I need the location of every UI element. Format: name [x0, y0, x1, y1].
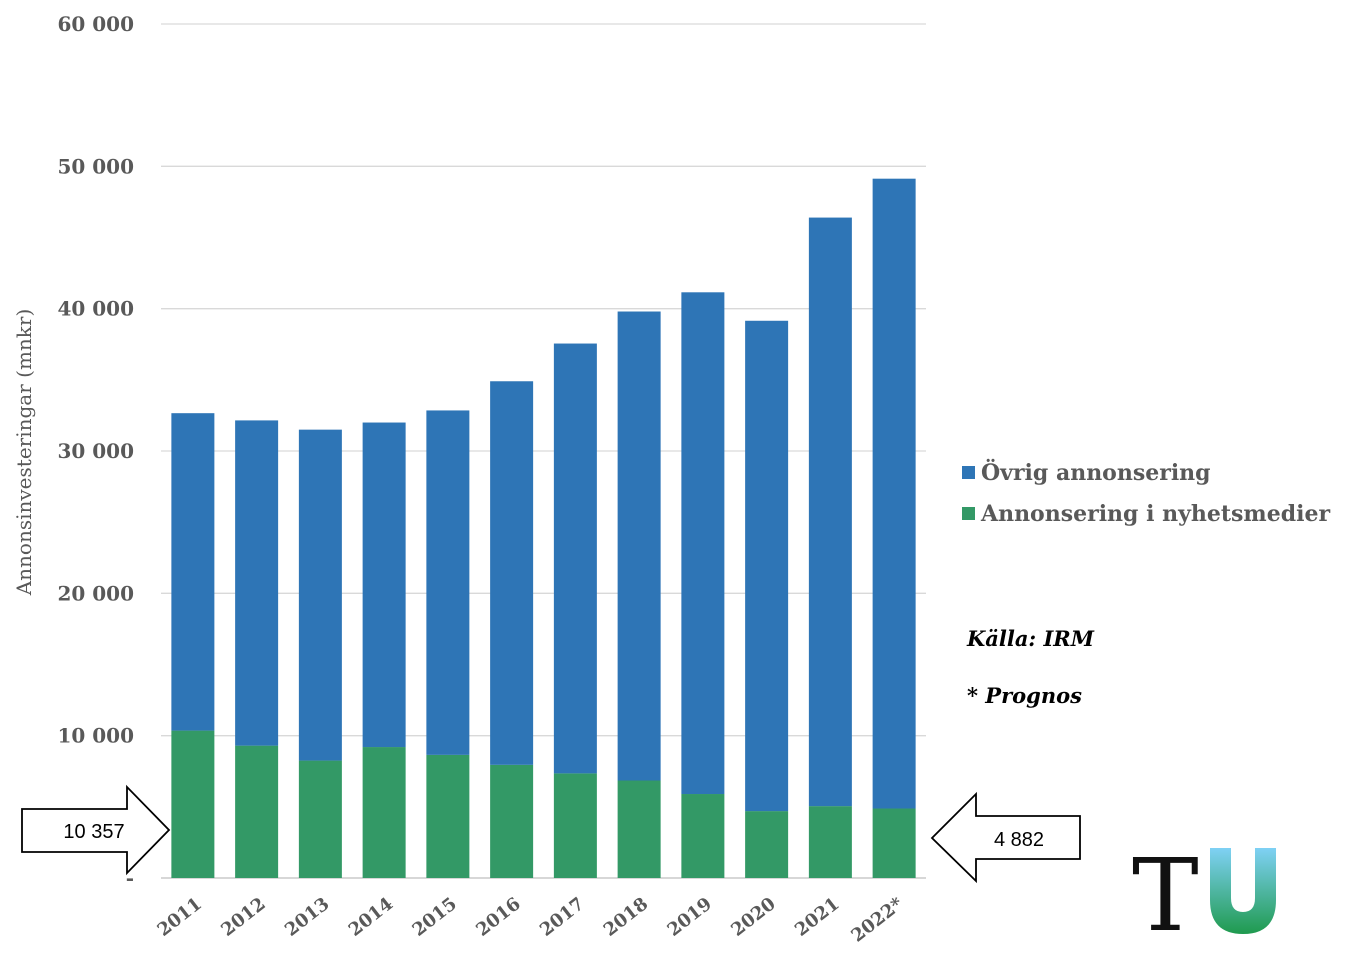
x-tick-label: 2018 [600, 893, 652, 940]
y-tick-label: 10 000 [57, 724, 134, 748]
bar-ovrig-2021 [808, 217, 852, 807]
bar-ovrig-2016 [490, 381, 534, 765]
legend-swatch-blue [962, 466, 975, 479]
tu-logo: T [1132, 846, 1276, 936]
forecast-note: * Prognos [967, 683, 1082, 708]
x-tick-labels: 2011 2012 2013 2014 2015 2016 2017 2018 2019 2020… [154, 893, 908, 947]
bar-nyhetsmedier-2022 [872, 808, 916, 878]
source-note: Källa: IRM [967, 626, 1095, 651]
logo-letter-u [1210, 848, 1276, 934]
y-tick-label: 40 000 [57, 297, 134, 321]
logo-letter-t: T [1132, 846, 1199, 936]
x-tick-label: 2021 [791, 893, 843, 940]
legend: Övrig annonsering Annonsering i nyhetsme… [962, 452, 1330, 534]
y-axis-label: Annonsinvesteringar (mnkr) [12, 309, 36, 597]
x-tick-label: 2013 [281, 893, 333, 940]
bar-ovrig-2013 [298, 429, 342, 761]
right-arrow-label: 4 882 [994, 829, 1044, 851]
bar-ovrig-2020 [745, 320, 789, 812]
x-tick-label: 2014 [345, 893, 397, 940]
bar-nyhetsmedier-2019 [681, 794, 725, 878]
gridlines [161, 23, 926, 879]
y-tick-label: 30 000 [57, 439, 134, 463]
bar-nyhetsmedier-2015 [426, 754, 470, 878]
x-tick-label: 2011 [154, 893, 206, 940]
bar-nyhetsmedier-2013 [298, 760, 342, 878]
bars [171, 178, 916, 878]
bar-nyhetsmedier-2021 [808, 806, 852, 878]
y-tick-label: - [126, 866, 134, 890]
bar-nyhetsmedier-2017 [553, 773, 597, 878]
x-tick-label: 2016 [472, 893, 524, 940]
bar-nyhetsmedier-2011 [171, 730, 215, 878]
bar-ovrig-2018 [617, 311, 661, 781]
bar-ovrig-2012 [235, 420, 279, 746]
bar-nyhetsmedier-2014 [362, 747, 406, 878]
left-arrow-callout: 10 357 [21, 784, 171, 876]
legend-swatch-green [962, 507, 975, 520]
legend-item-ovrig: Övrig annonsering [962, 452, 1330, 493]
y-tick-label: 50 000 [57, 154, 134, 178]
bar-ovrig-2022 [872, 178, 916, 809]
x-tick-label: 2017 [536, 893, 588, 940]
bar-ovrig-2011 [171, 413, 215, 731]
bar-nyhetsmedier-2018 [617, 780, 661, 878]
bar-ovrig-2019 [681, 292, 725, 795]
legend-label-nyhetsmedier: Annonsering i nyhetsmedier [981, 500, 1331, 527]
right-arrow-callout: 4 882 [930, 791, 1081, 884]
bar-nyhetsmedier-2016 [490, 764, 534, 878]
bar-nyhetsmedier-2012 [235, 745, 279, 878]
legend-label-ovrig: Övrig annonsering [981, 459, 1211, 486]
legend-item-nyhetsmedier: Annonsering i nyhetsmedier [962, 493, 1330, 534]
x-tick-label: 2019 [664, 893, 716, 940]
x-tick-label: 2012 [217, 893, 269, 940]
bar-nyhetsmedier-2020 [745, 811, 789, 878]
y-tick-label: 60 000 [57, 12, 134, 36]
bar-ovrig-2017 [553, 343, 597, 774]
x-tick-label: 2022* [847, 893, 907, 947]
bar-ovrig-2014 [362, 422, 406, 748]
x-tick-label: 2015 [409, 893, 461, 940]
bar-ovrig-2015 [426, 410, 470, 755]
left-arrow-label: 10 357 [63, 821, 124, 843]
y-tick-labels: - 10 000 20 000 30 000 40 000 50 000 60 000 [57, 12, 134, 890]
y-tick-label: 20 000 [57, 581, 134, 605]
x-tick-label: 2020 [727, 893, 779, 940]
